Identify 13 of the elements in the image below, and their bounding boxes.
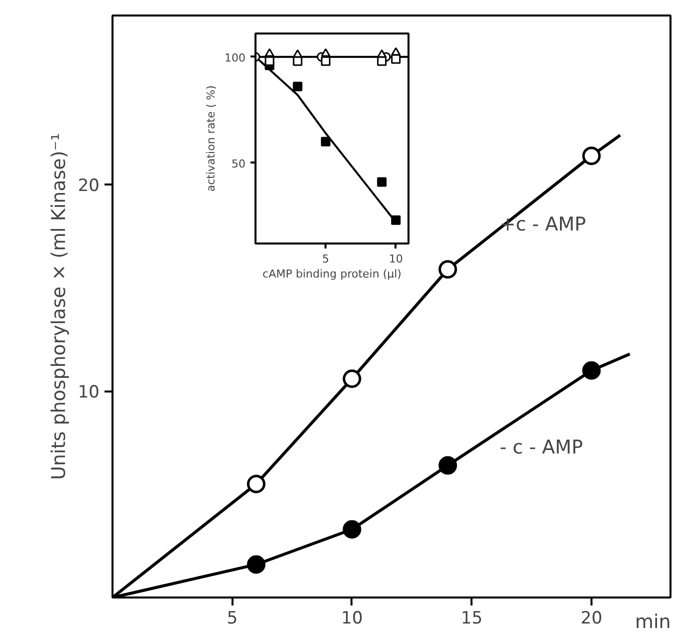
x-tick-label: 15 (460, 608, 483, 628)
x-tick-label: 20 (580, 608, 602, 628)
y-axis-title: activation rate ( %) (204, 85, 218, 192)
y-tick-label: 50 (232, 157, 246, 170)
x-axis-title: cAMP binding protein (µl) (262, 268, 402, 280)
x-tick-label: 5 (322, 252, 330, 266)
x-tick-label: 10 (341, 608, 363, 628)
x-axis-title: min (635, 610, 671, 635)
y-axis-title: Units phosphorylase × (ml Kinase)⁻¹ (48, 133, 70, 480)
series-label: - c - AMP (500, 436, 583, 458)
x-tick-label: 5 (226, 608, 238, 628)
y-tick-label: 100 (224, 51, 246, 64)
series-label: +c - AMP (500, 213, 586, 236)
